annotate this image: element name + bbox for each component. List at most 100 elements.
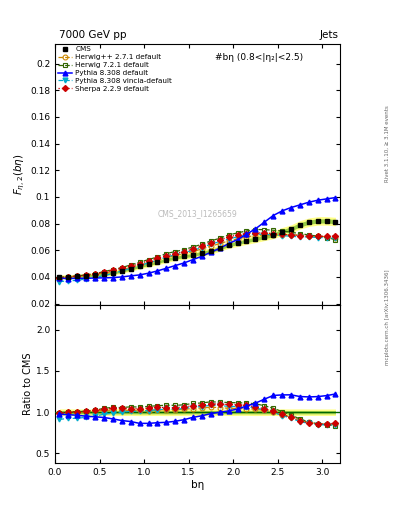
Herwig 7.2.1 default <box>191 244 195 250</box>
CMS <box>191 252 195 258</box>
Pythia 8.308 vincia-default <box>271 232 275 238</box>
CMS <box>217 245 222 251</box>
Pythia 8.308 default <box>173 263 178 269</box>
CMS <box>288 226 293 232</box>
Sherpa 2.2.9 default <box>57 274 62 281</box>
Pythia 8.308 vincia-default <box>217 239 222 245</box>
CMS <box>182 253 187 259</box>
Text: CMS_2013_I1265659: CMS_2013_I1265659 <box>158 209 237 218</box>
Herwig++ 2.7.1 default <box>66 274 71 280</box>
Herwig++ 2.7.1 default <box>288 232 293 238</box>
Herwig 7.2.1 default <box>226 232 231 238</box>
Pythia 8.308 default <box>253 226 258 232</box>
Sherpa 2.2.9 default <box>253 230 258 236</box>
Pythia 8.308 vincia-default <box>280 232 285 239</box>
CMS <box>57 274 62 280</box>
CMS <box>235 240 240 246</box>
Herwig++ 2.7.1 default <box>253 232 258 239</box>
Herwig++ 2.7.1 default <box>271 232 275 238</box>
Pythia 8.308 vincia-default <box>307 234 311 240</box>
Herwig++ 2.7.1 default <box>146 260 151 266</box>
Herwig++ 2.7.1 default <box>57 274 62 281</box>
Sherpa 2.2.9 default <box>119 265 124 271</box>
Pythia 8.308 default <box>280 208 285 214</box>
Herwig++ 2.7.1 default <box>75 273 80 280</box>
Herwig++ 2.7.1 default <box>262 232 266 238</box>
Herwig 7.2.1 default <box>182 246 187 252</box>
CMS <box>102 271 107 278</box>
CMS <box>315 218 320 224</box>
Herwig++ 2.7.1 default <box>226 238 231 244</box>
Pythia 8.308 default <box>110 274 115 281</box>
Pythia 8.308 default <box>324 196 329 202</box>
Herwig 7.2.1 default <box>280 228 285 234</box>
Sherpa 2.2.9 default <box>129 263 133 269</box>
Pythia 8.308 vincia-default <box>226 236 231 242</box>
Sherpa 2.2.9 default <box>173 250 178 257</box>
CMS <box>66 274 71 280</box>
Herwig 7.2.1 default <box>93 270 97 276</box>
Herwig 7.2.1 default <box>244 228 249 234</box>
Pythia 8.308 default <box>155 268 160 274</box>
Sherpa 2.2.9 default <box>298 232 302 239</box>
Pythia 8.308 default <box>226 241 231 247</box>
Herwig 7.2.1 default <box>75 273 80 279</box>
Pythia 8.308 default <box>119 274 124 280</box>
Herwig++ 2.7.1 default <box>182 250 187 257</box>
CMS <box>208 248 213 254</box>
Herwig++ 2.7.1 default <box>333 234 338 241</box>
Pythia 8.308 vincia-default <box>137 263 142 269</box>
CMS <box>307 219 311 225</box>
Pythia 8.308 default <box>244 231 249 238</box>
CMS <box>324 218 329 224</box>
Pythia 8.308 default <box>307 199 311 205</box>
CMS <box>137 263 142 269</box>
Pythia 8.308 default <box>146 270 151 276</box>
Pythia 8.308 vincia-default <box>333 235 338 241</box>
Pythia 8.308 vincia-default <box>57 279 62 285</box>
Herwig++ 2.7.1 default <box>155 257 160 263</box>
Herwig++ 2.7.1 default <box>298 232 302 238</box>
Line: Herwig 7.2.1 default: Herwig 7.2.1 default <box>57 227 338 280</box>
Pythia 8.308 default <box>84 275 88 281</box>
Herwig++ 2.7.1 default <box>129 265 133 271</box>
Herwig 7.2.1 default <box>208 238 213 244</box>
Pythia 8.308 vincia-default <box>110 270 115 276</box>
X-axis label: bη: bη <box>191 480 204 490</box>
CMS <box>164 257 169 263</box>
Pythia 8.308 default <box>93 275 97 281</box>
Herwig 7.2.1 default <box>307 232 311 238</box>
Pythia 8.308 vincia-default <box>324 234 329 241</box>
Sherpa 2.2.9 default <box>324 233 329 239</box>
Herwig 7.2.1 default <box>173 248 178 254</box>
Herwig 7.2.1 default <box>217 235 222 241</box>
Herwig++ 2.7.1 default <box>137 262 142 268</box>
Text: 7000 GeV pp: 7000 GeV pp <box>59 30 127 40</box>
Herwig 7.2.1 default <box>129 262 133 268</box>
Sherpa 2.2.9 default <box>235 232 240 238</box>
Herwig++ 2.7.1 default <box>307 232 311 239</box>
Sherpa 2.2.9 default <box>137 261 142 267</box>
Sherpa 2.2.9 default <box>244 230 249 237</box>
Sherpa 2.2.9 default <box>280 231 285 238</box>
Herwig 7.2.1 default <box>57 274 62 281</box>
Pythia 8.308 default <box>57 275 62 281</box>
Y-axis label: $F_{\eta,2}(b\eta)$: $F_{\eta,2}(b\eta)$ <box>13 154 27 195</box>
Herwig 7.2.1 default <box>315 233 320 239</box>
Herwig 7.2.1 default <box>110 267 115 273</box>
Sherpa 2.2.9 default <box>333 233 338 239</box>
Sherpa 2.2.9 default <box>271 230 275 237</box>
Pythia 8.308 default <box>217 245 222 251</box>
CMS <box>271 232 275 238</box>
Herwig 7.2.1 default <box>84 272 88 278</box>
Sherpa 2.2.9 default <box>208 240 213 246</box>
Herwig++ 2.7.1 default <box>173 252 178 259</box>
CMS <box>333 219 338 225</box>
Pythia 8.308 default <box>262 219 266 225</box>
CMS <box>110 270 115 276</box>
Pythia 8.308 default <box>288 204 293 210</box>
Sherpa 2.2.9 default <box>102 269 107 275</box>
Pythia 8.308 default <box>137 272 142 278</box>
Herwig 7.2.1 default <box>324 234 329 241</box>
CMS <box>200 250 204 256</box>
